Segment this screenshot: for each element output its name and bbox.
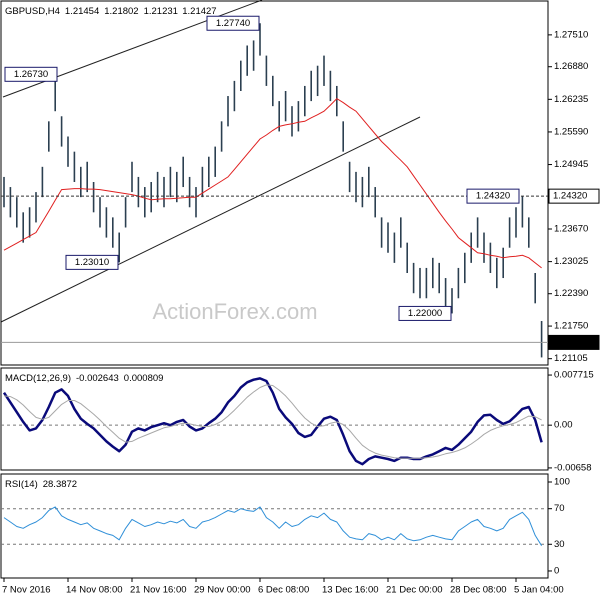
panel-frame (0, 367, 549, 471)
x-tick-label: 7 Nov 2016 (2, 585, 51, 596)
readout-value: 1.21454 (65, 6, 99, 17)
x-tick-label: 14 Nov 08:00 (66, 585, 123, 596)
x-tick-label: 29 Nov 00:00 (194, 585, 251, 596)
annotation-label: 1.27740 (216, 18, 250, 29)
annotation-box (206, 15, 260, 31)
y-tick-label: 30 (554, 539, 565, 550)
annotation-box (398, 305, 452, 321)
panel-header: GBPUSD,H4 1.21454 1.21802 1.21231 1.21427 (5, 6, 217, 17)
readout-value: 28.3872 (43, 479, 77, 490)
annotation-box (4, 66, 58, 82)
y-tick-label: 1.24945 (554, 159, 588, 170)
y-tick-label: 1.23025 (554, 256, 588, 267)
y-tick-label: 70 (554, 503, 565, 514)
y-tick-label: 1.27510 (554, 29, 588, 40)
readout-value: -0.002643 (76, 373, 119, 384)
price-level-label: 1.24320 (553, 191, 587, 202)
y-tick-label: 1.22390 (554, 288, 588, 299)
x-tick-label: 5 Jan 04:00 (514, 585, 564, 596)
panel-title: RSI(14) (5, 479, 38, 490)
panel-frame (0, 0, 549, 366)
panel-frame (0, 473, 549, 579)
y-tick-label: 0 (554, 565, 559, 576)
readout-value: 1.21802 (104, 6, 138, 17)
x-tick-label: 6 Dec 08:00 (258, 585, 309, 596)
annotation-label: 1.22000 (408, 308, 442, 319)
x-tick-label: 21 Dec 00:00 (386, 585, 443, 596)
y-tick-label: 1.26235 (554, 94, 588, 105)
annotation-box (466, 188, 520, 204)
panel-title: GBPUSD,H4 (5, 6, 60, 17)
panel-header: MACD(12,26,9) -0.002643 0.000809 (5, 373, 163, 384)
x-tick-label: 21 Nov 16:00 (130, 585, 187, 596)
price-level-box (548, 188, 600, 204)
y-tick-label: 0.007715 (554, 370, 594, 381)
y-tick-label: 1.21750 (554, 321, 588, 332)
y-tick-label: 100 (554, 477, 570, 488)
watermark: ActionForex.com (152, 299, 317, 324)
readout-value: 1.21231 (144, 6, 178, 17)
annotation-box (65, 254, 119, 270)
indicator-line (2, 377, 543, 466)
panel-header: RSI(14) 28.3872 (5, 479, 77, 490)
y-tick-label: 1.21105 (554, 353, 588, 364)
readout-value: 0.000809 (124, 373, 164, 384)
y-tick-label: 1.23670 (554, 224, 588, 235)
price-level-label: 1.21427 (553, 337, 587, 348)
y-tick-label: 1.25590 (554, 126, 588, 137)
y-tick-label: 0.00 (554, 420, 573, 431)
indicator-line (3, 384, 542, 459)
indicator-line (3, 506, 543, 546)
y-tick-label: -0.00658 (554, 462, 592, 473)
readout-value: 1.21427 (182, 6, 216, 17)
x-tick-label: 13 Dec 16:00 (322, 585, 379, 596)
x-tick-label: 28 Dec 08:00 (450, 585, 507, 596)
annotation-label: 1.24320 (476, 191, 510, 202)
panel-title: MACD(12,26,9) (5, 373, 71, 384)
y-tick-label: 1.26880 (554, 61, 588, 72)
annotation-label: 1.26730 (14, 69, 48, 80)
price-level-box (548, 334, 600, 350)
moving-average (3, 97, 542, 269)
channel-lower (0, 116, 421, 323)
annotation-label: 1.23010 (75, 257, 109, 268)
